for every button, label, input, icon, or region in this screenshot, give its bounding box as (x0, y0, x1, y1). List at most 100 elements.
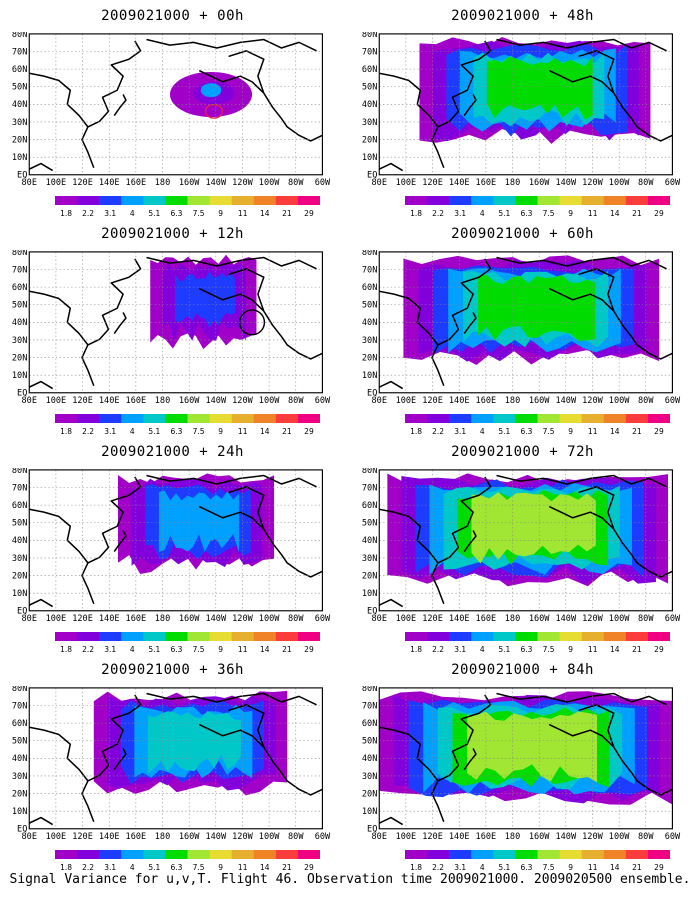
lon-tick-label: 140E (449, 832, 470, 842)
lat-tick-label: EQ (17, 607, 27, 617)
panel-title: 2009021000 + 60h (451, 226, 594, 242)
variance-contour (471, 492, 596, 564)
colorbar-swatch (471, 196, 494, 205)
lon-tick-label: 120W (582, 832, 603, 842)
colorbar-swatch (231, 414, 255, 423)
panel-title: 2009021000 + 00h (101, 8, 244, 24)
lat-tick-label: 70N (362, 483, 377, 493)
coastline (146, 38, 317, 52)
lon-tick-label: 180 (155, 396, 170, 406)
colorbar-swatch (647, 850, 670, 859)
coastline (463, 94, 477, 117)
colorbar-label: 3.1 (104, 863, 116, 872)
colorbar-swatch (143, 632, 166, 641)
lon-tick-label: 100W (259, 832, 280, 842)
colorbar-swatch (275, 632, 299, 641)
colorbar-swatch (165, 196, 188, 205)
coastline (379, 162, 404, 172)
colorbar: 1.82.23.145.16.37.591114212940 (55, 850, 320, 872)
lat-tick-label: 10N (362, 807, 377, 817)
coastline (198, 50, 323, 142)
colorbar-label: 1.8 (60, 209, 72, 218)
colorbar-swatch (77, 632, 100, 641)
colorbar-swatch (231, 850, 255, 859)
lat-tick-label: 30N (362, 118, 377, 128)
colorbar: 1.82.23.145.16.37.591114212940 (405, 414, 670, 436)
lat-tick-label: 70N (362, 47, 377, 57)
colorbar-label: 2.2 (82, 863, 94, 872)
colorbar-label: 14 (260, 209, 270, 218)
lat-tick-label: 50N (12, 301, 27, 311)
colorbar-swatch (99, 632, 122, 641)
colorbar-label: 4 (480, 427, 485, 436)
lon-tick-label: 80W (638, 832, 654, 842)
colorbar-swatch (187, 414, 210, 423)
colorbar-swatch (121, 196, 144, 205)
colorbar-label: 11 (238, 427, 248, 436)
colorbar-label: 21 (632, 427, 642, 436)
lon-tick-label: 120E (422, 614, 443, 624)
colorbar-label: 9 (218, 209, 223, 218)
lon-tick-label: 100E (46, 614, 67, 624)
lat-tick-label: EQ (17, 389, 27, 399)
lon-tick-label: 140E (449, 614, 470, 624)
lon-tick-label: 140W (556, 614, 577, 624)
colorbar-label: 29 (654, 863, 664, 872)
lon-tick-label: 180 (155, 178, 170, 188)
coastline (146, 474, 317, 488)
colorbar-swatch (471, 850, 494, 859)
colorbar-label: 9 (568, 645, 573, 654)
coastline (496, 474, 667, 488)
colorbar-label: 9 (218, 863, 223, 872)
lon-tick-label: 100E (396, 396, 417, 406)
colorbar-swatch (493, 414, 516, 423)
colorbar-label: 2.2 (82, 209, 94, 218)
coastline (379, 258, 492, 386)
colorbar-label: 29 (654, 427, 664, 436)
lon-tick-label: 140E (449, 178, 470, 188)
colorbar-label: 7.5 (193, 427, 205, 436)
colorbar-label: 9 (218, 645, 223, 654)
colorbar-label: 21 (282, 645, 292, 654)
colorbar-label: 1.8 (410, 209, 422, 218)
colorbar: 1.82.23.145.16.37.591114212940 (405, 196, 670, 218)
lon-tick-label: 160W (529, 832, 550, 842)
colorbar-swatch (537, 632, 560, 641)
lat-tick-label: 10N (12, 589, 27, 599)
colorbar-label: 5.1 (148, 863, 160, 872)
lon-tick-label: 140W (206, 396, 227, 406)
colorbar-swatch (275, 414, 299, 423)
colorbar-swatch (647, 414, 670, 423)
lat-tick-label: 30N (12, 336, 27, 346)
lon-tick-label: 160E (126, 614, 147, 624)
colorbar-label: 6.3 (520, 427, 532, 436)
colorbar-swatch (253, 196, 277, 205)
lon-tick-label: 100E (46, 832, 67, 842)
lat-tick-label: 40N (362, 318, 377, 328)
map-panel: 2009021000 + 84h 80N 70N 60N 50N 40N 30N 20N 10N… (350, 662, 695, 884)
lat-tick-label: 60N (12, 501, 27, 511)
colorbar: 1.82.23.145.16.37.591114212940 (405, 632, 670, 654)
colorbar-swatch (209, 196, 233, 205)
coastline (379, 40, 492, 168)
colorbar-swatch (143, 850, 166, 859)
lon-tick-label: 140W (556, 832, 577, 842)
map-panel: 2009021000 + 00h 80N 70N 60N 50N 40N 30N 20N 10N… (0, 8, 345, 230)
colorbar-swatch (603, 632, 627, 641)
lat-tick-label: 60N (362, 283, 377, 293)
lon-tick-label: 100W (259, 614, 280, 624)
colorbar-label: 1.8 (60, 645, 72, 654)
lat-tick-label: 50N (12, 737, 27, 747)
colorbar-swatch (427, 632, 450, 641)
colorbar-swatch (77, 196, 100, 205)
colorbar-swatch (165, 414, 188, 423)
colorbar-label: 2.2 (432, 863, 444, 872)
lat-tick-label: EQ (367, 171, 377, 181)
colorbar-label: 29 (304, 863, 314, 872)
figure-caption: Signal Variance for u,v,T. Flight 46. Ob… (9, 872, 691, 887)
colorbar-label: 6.3 (170, 209, 182, 218)
colorbar-swatch (449, 414, 472, 423)
